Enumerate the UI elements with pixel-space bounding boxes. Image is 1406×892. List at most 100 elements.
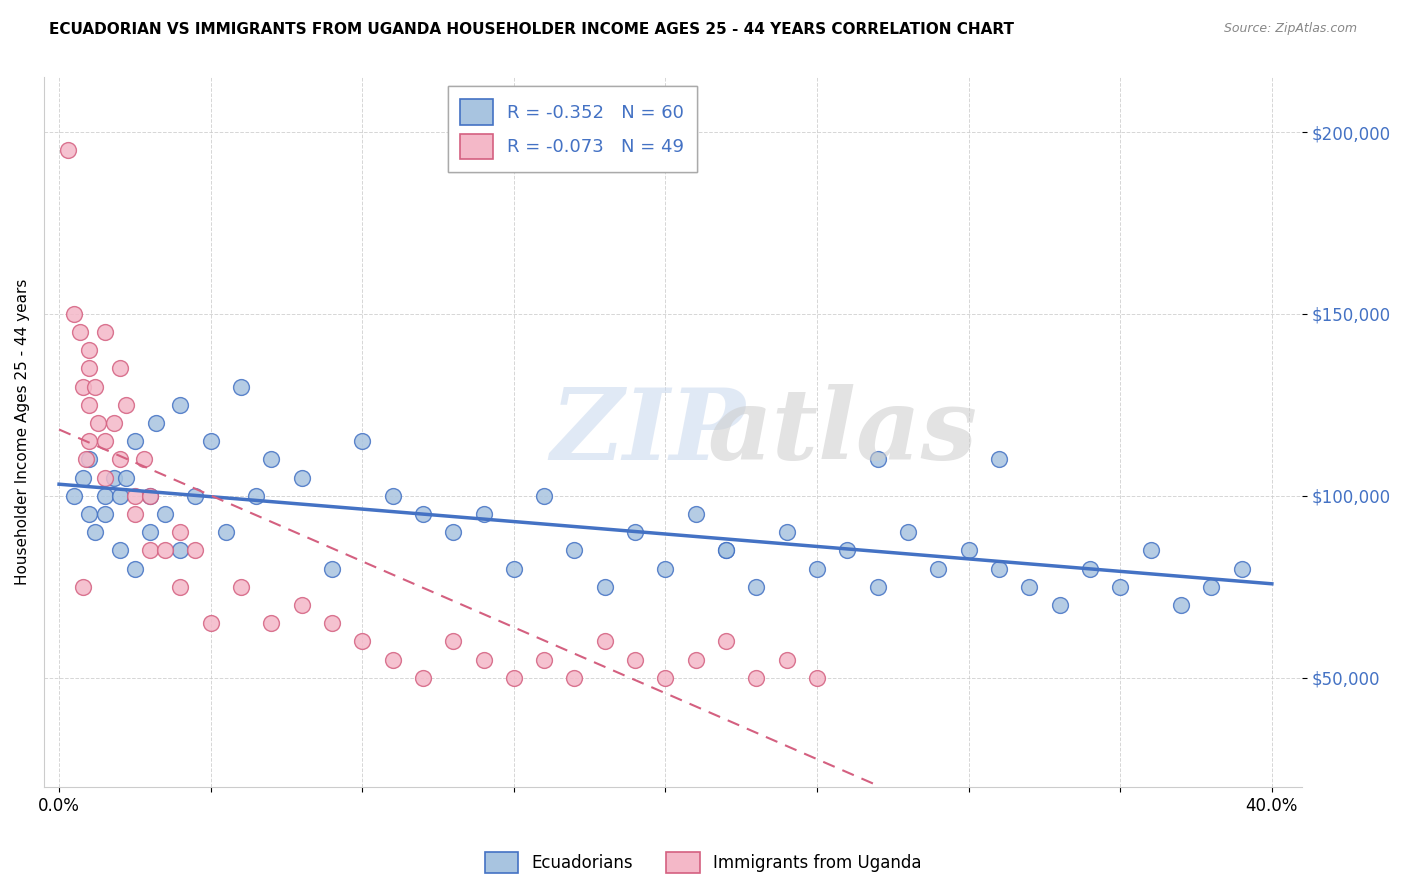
Point bbox=[321, 616, 343, 631]
Point bbox=[685, 652, 707, 666]
Point bbox=[139, 543, 162, 558]
Point bbox=[381, 489, 404, 503]
Point bbox=[806, 561, 828, 575]
Point bbox=[1170, 598, 1192, 612]
Point bbox=[72, 470, 94, 484]
Point bbox=[114, 470, 136, 484]
Text: ZIP: ZIP bbox=[550, 384, 745, 481]
Legend: R = -0.352   N = 60, R = -0.073   N = 49: R = -0.352 N = 60, R = -0.073 N = 49 bbox=[447, 87, 697, 172]
Text: Source: ZipAtlas.com: Source: ZipAtlas.com bbox=[1223, 22, 1357, 36]
Point bbox=[1199, 580, 1222, 594]
Point bbox=[124, 507, 146, 521]
Point bbox=[1078, 561, 1101, 575]
Point bbox=[593, 580, 616, 594]
Point bbox=[108, 452, 131, 467]
Point bbox=[745, 671, 768, 685]
Point bbox=[75, 452, 97, 467]
Point bbox=[103, 416, 125, 430]
Point bbox=[145, 416, 167, 430]
Point bbox=[291, 598, 314, 612]
Point bbox=[124, 561, 146, 575]
Point bbox=[169, 398, 191, 412]
Point bbox=[79, 452, 101, 467]
Point bbox=[654, 671, 676, 685]
Point bbox=[776, 652, 799, 666]
Point bbox=[79, 507, 101, 521]
Point bbox=[69, 325, 91, 339]
Point bbox=[624, 525, 647, 540]
Point bbox=[79, 361, 101, 376]
Point bbox=[79, 398, 101, 412]
Point bbox=[169, 525, 191, 540]
Point bbox=[124, 434, 146, 449]
Point bbox=[654, 561, 676, 575]
Point bbox=[63, 489, 86, 503]
Point bbox=[564, 543, 586, 558]
Point bbox=[79, 343, 101, 358]
Point bbox=[714, 634, 737, 648]
Point bbox=[1049, 598, 1071, 612]
Point bbox=[837, 543, 859, 558]
Point bbox=[441, 634, 464, 648]
Point bbox=[56, 143, 79, 157]
Point bbox=[533, 652, 555, 666]
Point bbox=[200, 434, 222, 449]
Point bbox=[1139, 543, 1161, 558]
Point bbox=[624, 652, 647, 666]
Point bbox=[103, 470, 125, 484]
Point bbox=[229, 379, 252, 393]
Point bbox=[139, 489, 162, 503]
Point bbox=[806, 671, 828, 685]
Point bbox=[897, 525, 920, 540]
Point bbox=[714, 543, 737, 558]
Point bbox=[593, 634, 616, 648]
Point bbox=[260, 452, 283, 467]
Y-axis label: Householder Income Ages 25 - 44 years: Householder Income Ages 25 - 44 years bbox=[15, 279, 30, 585]
Point bbox=[108, 543, 131, 558]
Point bbox=[321, 561, 343, 575]
Point bbox=[866, 452, 889, 467]
Point bbox=[502, 671, 524, 685]
Point bbox=[93, 489, 115, 503]
Point bbox=[352, 434, 374, 449]
Point bbox=[169, 580, 191, 594]
Point bbox=[108, 489, 131, 503]
Point bbox=[84, 525, 107, 540]
Point bbox=[184, 543, 207, 558]
Point bbox=[139, 489, 162, 503]
Point bbox=[93, 470, 115, 484]
Point bbox=[352, 634, 374, 648]
Point bbox=[412, 507, 434, 521]
Point bbox=[1230, 561, 1253, 575]
Point bbox=[93, 325, 115, 339]
Point bbox=[184, 489, 207, 503]
Point bbox=[685, 507, 707, 521]
Point bbox=[84, 379, 107, 393]
Point bbox=[987, 452, 1010, 467]
Point bbox=[260, 616, 283, 631]
Legend: Ecuadorians, Immigrants from Uganda: Ecuadorians, Immigrants from Uganda bbox=[478, 846, 928, 880]
Point bbox=[472, 652, 495, 666]
Point bbox=[200, 616, 222, 631]
Point bbox=[291, 470, 314, 484]
Point bbox=[215, 525, 238, 540]
Point bbox=[72, 580, 94, 594]
Text: atlas: atlas bbox=[707, 384, 979, 481]
Point bbox=[79, 434, 101, 449]
Point bbox=[114, 398, 136, 412]
Point bbox=[533, 489, 555, 503]
Point bbox=[745, 580, 768, 594]
Point bbox=[987, 561, 1010, 575]
Point bbox=[412, 671, 434, 685]
Point bbox=[108, 361, 131, 376]
Point bbox=[87, 416, 110, 430]
Point bbox=[927, 561, 949, 575]
Point bbox=[93, 434, 115, 449]
Point bbox=[132, 452, 155, 467]
Point bbox=[72, 379, 94, 393]
Point bbox=[153, 507, 176, 521]
Point bbox=[776, 525, 799, 540]
Point bbox=[714, 543, 737, 558]
Point bbox=[502, 561, 524, 575]
Point bbox=[564, 671, 586, 685]
